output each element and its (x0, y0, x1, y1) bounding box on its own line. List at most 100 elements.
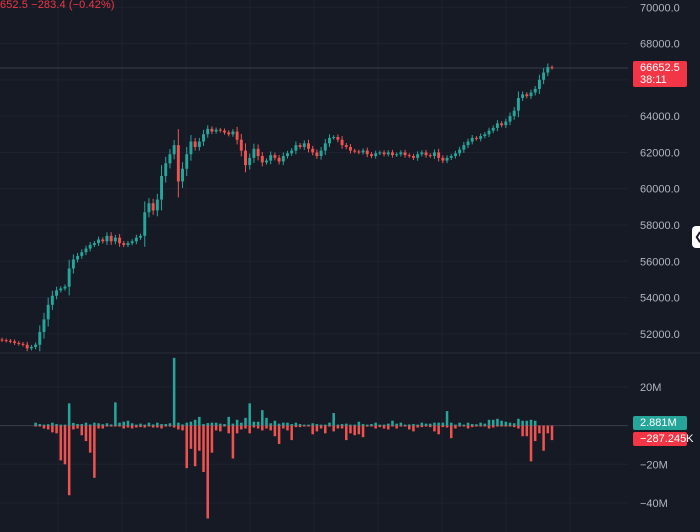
volume-bar-positive (437, 422, 440, 426)
candle-body (227, 132, 231, 135)
candle-body (344, 145, 348, 147)
volume-bar-positive (227, 416, 230, 426)
candle-body (445, 157, 449, 161)
volume-bar-positive (168, 423, 172, 426)
candle-body (269, 155, 273, 161)
volume-bar-positive (319, 424, 323, 426)
volume-bar-negative (67, 425, 71, 496)
volume-bar-negative (466, 425, 470, 429)
volume-bar-negative (307, 425, 310, 427)
volume-bar-negative (97, 425, 100, 429)
volume-bar-negative (433, 425, 436, 432)
volume-bar-negative (399, 425, 403, 427)
volume-bar-negative (42, 425, 46, 429)
candle-body (441, 157, 445, 161)
candle-body (84, 248, 88, 253)
volume-bar-positive (525, 420, 529, 426)
volume-bar-negative (361, 425, 365, 438)
price-tick-label: 52000.0 (640, 329, 680, 341)
volume-bar-negative (546, 425, 550, 434)
price-axis: 52000.0 54000.0 56000.0 58000.0 60000.0 62000… (640, 2, 680, 341)
volume-bar-positive (395, 423, 398, 426)
candle-body (80, 252, 84, 256)
volume-bar-positive (290, 424, 293, 426)
volume-bar-negative (324, 425, 327, 434)
volume-bar-negative (76, 425, 79, 429)
candle-body (466, 141, 470, 146)
volume-bar-positive (88, 424, 92, 426)
volume-bar-positive (72, 422, 75, 426)
volume-bar-negative (147, 425, 151, 427)
volume-bar-positive (231, 423, 235, 426)
candle-body (118, 237, 122, 244)
volume-bar-negative (273, 425, 277, 437)
volume-bar-negative (63, 425, 67, 465)
volume-bar-negative (244, 425, 247, 429)
volume-bar-negative (46, 425, 50, 430)
candle-body (550, 67, 554, 69)
volume-bar-negative (290, 425, 293, 441)
candle-body (546, 67, 550, 73)
volume-bar-negative (139, 425, 142, 428)
volume-bar-negative (479, 425, 482, 427)
volume-bar-positive (324, 424, 327, 426)
volume-bar-negative (252, 425, 256, 428)
candle-body (25, 344, 29, 349)
candle-body (17, 342, 21, 344)
volume-bar-negative (164, 425, 167, 427)
candle-body (8, 340, 12, 342)
candle-body (512, 110, 516, 117)
volume-bar-negative (198, 425, 201, 451)
volume-bar-positive (449, 422, 453, 426)
candle-body (474, 137, 478, 139)
volume-bar-positive (307, 424, 310, 426)
volume-bar-positive (252, 421, 256, 426)
volume-bar-negative (269, 425, 272, 431)
volume-bar-positive (512, 423, 516, 426)
candle-body (181, 168, 185, 182)
candle-body (307, 143, 310, 149)
candle-body (386, 152, 390, 155)
scroll-to-realtime-button[interactable]: ❮ (692, 226, 700, 248)
volume-bar-positive (109, 424, 113, 426)
volume-axis: 20M −20M −40M (640, 382, 668, 510)
volume-bar-positive (428, 423, 432, 426)
volume-bar-positive (181, 424, 184, 426)
candle-body (542, 72, 546, 80)
candle-body (336, 136, 340, 140)
volume-bar-positive (244, 417, 247, 426)
volume-bar-positive (504, 421, 508, 426)
volume-bar-negative (101, 425, 105, 429)
candle-body (298, 145, 302, 147)
volume-bar-positive (143, 424, 147, 426)
candle-body (483, 134, 487, 137)
volume-bar-positive (248, 403, 251, 426)
volume-bar-positive (391, 420, 394, 426)
price-tick-label: 58000.0 (640, 220, 680, 232)
volume-bar-negative (500, 425, 503, 427)
candle-body (21, 343, 25, 345)
volume-bar-positive (189, 421, 193, 426)
candle-body (424, 152, 428, 156)
volume-bar-negative (382, 425, 386, 429)
volume-bar-negative (185, 425, 188, 469)
volume-bar-negative (160, 425, 163, 429)
candle-body (260, 156, 264, 163)
volume-bar-negative (282, 425, 285, 429)
volume-bar-negative (294, 425, 298, 428)
volume-bar-positive (76, 424, 79, 426)
volume-bar-positive (407, 424, 411, 426)
volume-bar-negative (265, 425, 268, 429)
volume-bar-positive (529, 419, 533, 426)
volume-bar-positive (366, 424, 369, 426)
volume-bar-negative (34, 425, 37, 427)
candle-body (218, 129, 222, 131)
volume-bar-positive (311, 423, 314, 426)
volume-bar-negative (172, 425, 176, 428)
volume-bar-negative (227, 425, 230, 434)
volume-bar-positive (122, 421, 126, 426)
price-tick-label: 70000.0 (640, 2, 680, 14)
volume-bar-positive (164, 424, 167, 426)
